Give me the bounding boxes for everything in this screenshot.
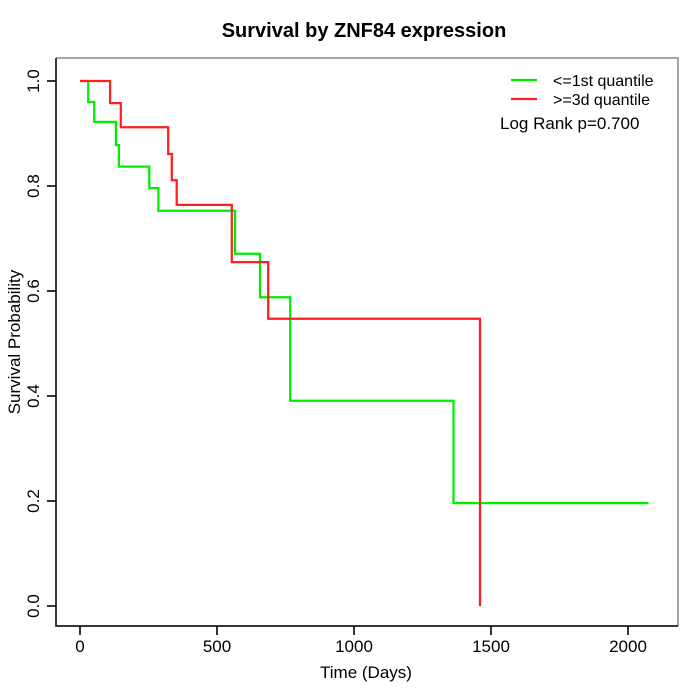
y-axis: 0.0 0.2 0.4 0.6 0.8 1.0 [24, 69, 56, 618]
log-rank-note: Log Rank p=0.700 [500, 114, 639, 133]
x-tick-label: 500 [203, 637, 231, 656]
x-tick-label: 1000 [335, 637, 373, 656]
y-tick-label: 1.0 [24, 69, 43, 93]
x-tick-label: 0 [75, 637, 84, 656]
survival-curve-green [80, 79, 649, 505]
y-tick-label: 0.6 [24, 279, 43, 303]
legend: <=1st quantile >=3d quantile Log Rank p=… [500, 73, 654, 133]
y-tick-label: 0.2 [24, 489, 43, 513]
survival-curves [80, 79, 649, 606]
x-axis: 0 500 1000 1500 2000 [75, 626, 647, 656]
y-tick-label: 0.0 [24, 594, 43, 618]
plot-box-left-bottom [55, 58, 678, 627]
x-tick-label: 2000 [609, 637, 647, 656]
survival-curve-red [80, 79, 482, 606]
chart-title: Survival by ZNF84 expression [222, 20, 507, 42]
x-axis-title: Time (Days) [320, 663, 412, 682]
plot-box-top-right [56, 57, 679, 626]
y-tick-label: 0.4 [24, 384, 43, 408]
x-tick-label: 1500 [472, 637, 510, 656]
legend-label-red: >=3d quantile [553, 92, 650, 109]
y-tick-label: 0.8 [24, 174, 43, 198]
y-axis-title: Survival Probability [5, 269, 24, 414]
legend-label-green: <=1st quantile [553, 73, 654, 90]
